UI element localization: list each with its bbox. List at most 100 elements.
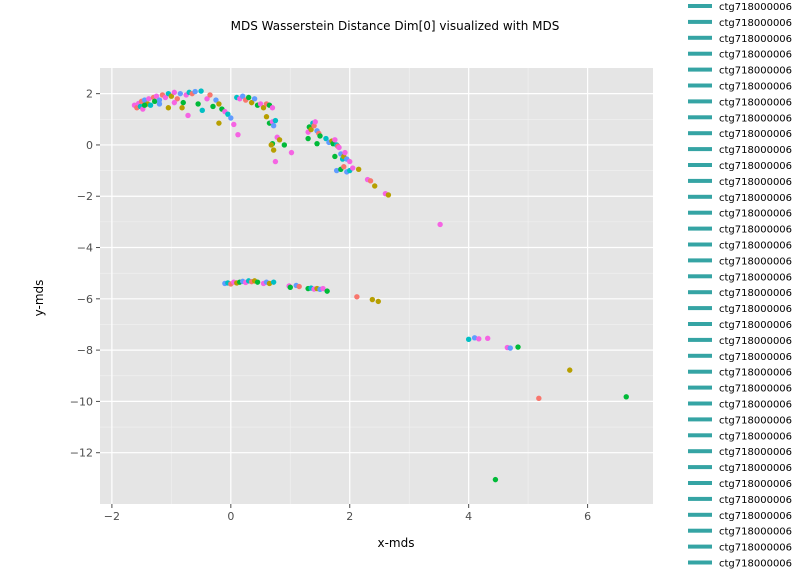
legend-swatch <box>688 496 712 501</box>
data-point <box>288 149 295 156</box>
legend-swatch <box>688 4 712 8</box>
legend-swatch <box>688 83 712 88</box>
data-point <box>216 120 222 126</box>
legend-entry-label: ctg718000006 <box>719 241 792 252</box>
y-tick-label: −8 <box>77 344 93 357</box>
legend-swatch <box>688 353 712 358</box>
legend-swatch <box>688 131 712 136</box>
legend-swatch <box>688 322 712 326</box>
data-point <box>225 111 231 117</box>
data-points <box>131 88 629 483</box>
data-point <box>141 97 148 103</box>
data-point <box>213 97 219 103</box>
legend-entry-label: ctg718000006 <box>719 34 792 45</box>
x-axis-label: x-mds <box>378 536 415 550</box>
data-point <box>375 298 381 305</box>
legend-entry-label: ctg718000006 <box>719 352 792 363</box>
legend-entry-label: ctg718000006 <box>719 161 792 172</box>
data-point <box>152 98 158 105</box>
data-point <box>204 96 210 102</box>
data-point <box>369 296 376 303</box>
data-point <box>342 149 348 156</box>
data-point <box>185 112 191 119</box>
legend-swatch <box>688 481 712 485</box>
legend-entry-label: ctg718000006 <box>719 272 792 283</box>
data-point <box>623 394 629 400</box>
legend-swatch <box>688 560 712 565</box>
data-point <box>270 147 277 153</box>
legend-entry-label: ctg718000006 <box>719 320 792 331</box>
data-point <box>296 283 302 290</box>
legend: ctg718000006 ctg718000006 ctg718000006 ctg7… <box>688 2 792 570</box>
legend-entry-label: ctg718000006 <box>719 415 792 426</box>
legend-swatch <box>688 178 712 183</box>
legend-swatch <box>688 465 712 470</box>
legend-entry-label: ctg718000006 <box>719 288 792 299</box>
data-point <box>216 101 222 107</box>
legend-entry-label: ctg718000006 <box>719 82 792 93</box>
data-point <box>270 123 277 129</box>
data-point <box>317 133 323 139</box>
legend-swatch <box>688 99 712 104</box>
data-point <box>332 137 338 143</box>
legend-entry-label: ctg718000006 <box>719 368 792 379</box>
legend-swatch <box>688 210 712 215</box>
legend-entry-label: ctg718000006 <box>719 447 792 458</box>
legend-entry-label: ctg718000006 <box>719 431 792 442</box>
data-point <box>367 178 374 184</box>
legend-swatch <box>688 147 712 152</box>
y-tick-label: 0 <box>86 139 93 152</box>
legend-swatch <box>688 512 712 517</box>
data-point <box>372 183 378 189</box>
data-point <box>260 105 267 111</box>
data-point <box>323 135 329 142</box>
y-tick-label: −4 <box>77 242 93 255</box>
x-tick-label: 4 <box>465 510 472 523</box>
data-point <box>171 89 178 96</box>
data-point <box>156 101 163 107</box>
legend-entry-label: ctg718000006 <box>719 384 792 395</box>
data-point <box>180 99 186 106</box>
data-point <box>281 142 288 148</box>
data-point <box>228 115 234 121</box>
legend-swatch <box>688 417 712 422</box>
data-point <box>312 119 318 125</box>
legend-entry-label: ctg718000006 <box>719 145 792 156</box>
legend-entry-label: ctg718000006 <box>719 18 792 29</box>
legend-entry-label: ctg718000006 <box>719 463 792 474</box>
legend-entry-label: ctg718000006 <box>719 527 792 538</box>
legend-swatch <box>688 163 712 167</box>
data-point <box>257 101 264 107</box>
legend-swatch <box>688 226 712 231</box>
data-point <box>168 93 175 99</box>
data-point <box>146 96 152 102</box>
legend-entry-label: ctg718000006 <box>719 66 792 77</box>
data-point <box>492 476 499 483</box>
legend-entry-label: ctg718000006 <box>719 495 792 506</box>
legend-swatch <box>688 544 712 549</box>
legend-swatch <box>688 242 712 247</box>
data-point <box>354 294 360 300</box>
legend-entry-label: ctg718000006 <box>719 304 792 315</box>
data-point <box>476 336 482 342</box>
data-point <box>207 92 213 98</box>
data-point <box>515 344 521 350</box>
data-point <box>195 101 201 107</box>
data-point <box>240 93 246 99</box>
data-point <box>153 93 160 99</box>
y-tick-label: −10 <box>70 395 93 408</box>
legend-entry-label: ctg718000006 <box>719 559 792 570</box>
legend-entry-label: ctg718000006 <box>719 256 792 267</box>
legend-entry-label: ctg718000006 <box>719 479 792 490</box>
legend-swatch <box>688 528 712 533</box>
data-point <box>162 94 169 101</box>
legend-swatch <box>688 115 712 120</box>
data-point <box>276 137 283 143</box>
legend-swatch <box>688 369 712 374</box>
legend-swatch <box>688 337 712 342</box>
legend-entry-label: ctg718000006 <box>719 129 792 140</box>
data-point <box>324 288 330 294</box>
data-point <box>147 102 154 108</box>
legend-swatch <box>688 290 712 295</box>
